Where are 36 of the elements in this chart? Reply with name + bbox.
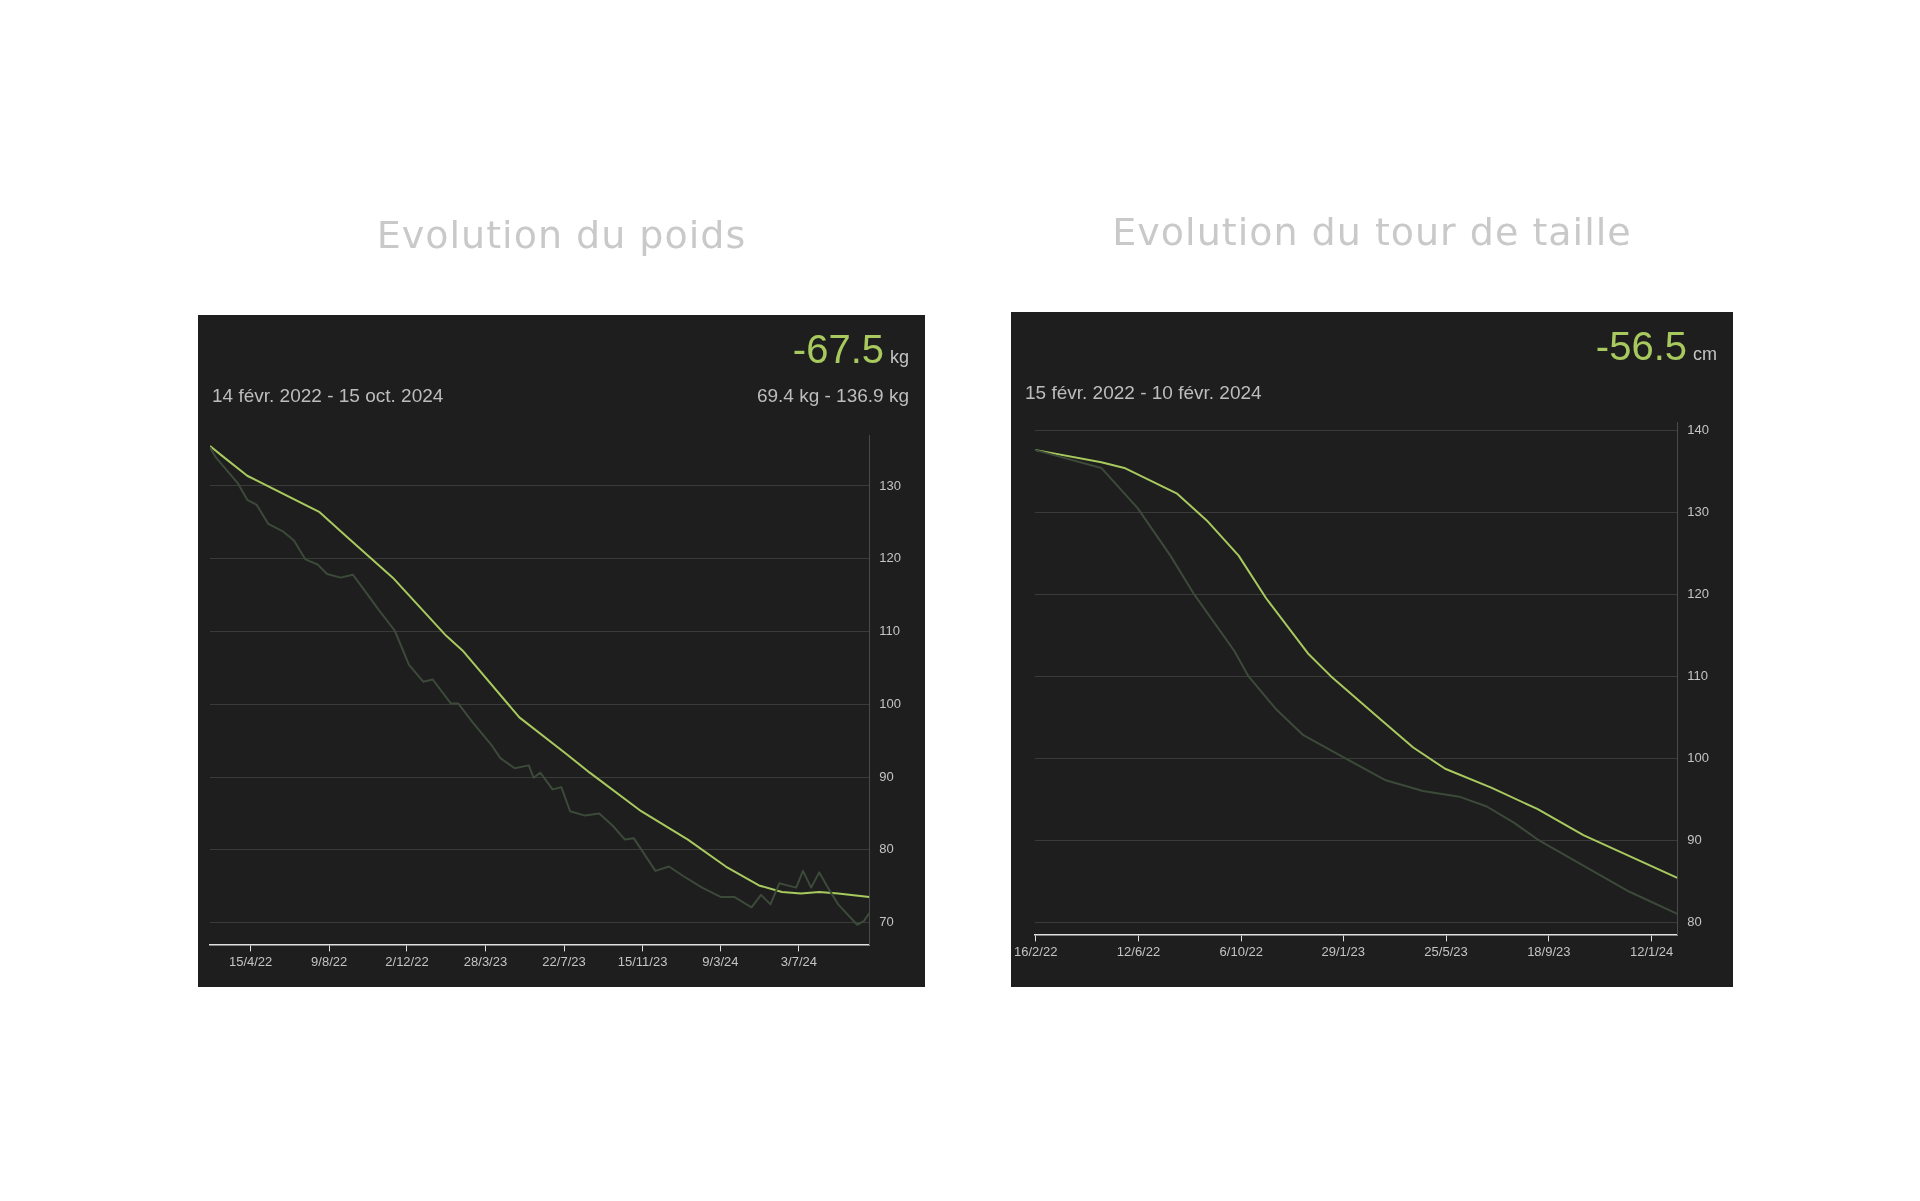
x-tick-label: 9/3/24 [702, 953, 739, 969]
y-tick-label: 100 [879, 695, 902, 711]
y-tick-label: 140 [1687, 421, 1710, 437]
y-tick-label: 80 [1687, 913, 1702, 929]
x-tick-label: 18/9/23 [1527, 943, 1571, 959]
y-tick-label: 120 [1687, 585, 1710, 601]
x-tick-label: 2/12/22 [385, 953, 429, 969]
text: -56.5 [1595, 324, 1687, 368]
x-tick-label: 29/1/23 [1321, 943, 1365, 959]
y-tick-label: 70 [879, 914, 894, 930]
chart-subtitle: 15 févr. 2022 - 10 févr. 2024 [1025, 382, 1262, 404]
x-tick-label: 22/7/23 [542, 953, 586, 969]
x-tick-label: 15/11/23 [617, 953, 668, 969]
y-tick-label: 100 [1687, 749, 1710, 765]
y-tick-label: 90 [879, 768, 894, 784]
text: kg [889, 347, 909, 367]
x-tick-label: 6/10/22 [1219, 943, 1263, 959]
x-tick-label: 15/4/22 [228, 953, 273, 969]
x-tick-label: 16/2/22 [1014, 943, 1058, 959]
y-tick-label: 110 [879, 623, 901, 639]
x-tick-label: 12/1/24 [1629, 943, 1674, 959]
text: -67.5 [792, 327, 884, 371]
x-tick-label: 25/5/23 [1424, 943, 1468, 959]
y-tick-label: 130 [879, 477, 902, 493]
text: cm [1693, 344, 1717, 364]
x-tick-label: 28/3/23 [463, 953, 508, 969]
text: 69.4 kg - 136.9 kg [756, 385, 909, 407]
chart-subtitle: 14 févr. 2022 - 15 oct. 2024 [212, 385, 444, 407]
y-tick-label: 80 [879, 841, 894, 857]
y-tick-label: 130 [1687, 503, 1710, 519]
y-tick-label: 90 [1687, 831, 1702, 847]
y-tick-label: 110 [1687, 667, 1709, 683]
x-tick-label: 3/7/24 [780, 953, 817, 969]
x-tick-label: 9/8/22 [311, 953, 348, 969]
y-tick-label: 120 [879, 550, 902, 566]
x-tick-label: 12/6/22 [1116, 943, 1161, 959]
